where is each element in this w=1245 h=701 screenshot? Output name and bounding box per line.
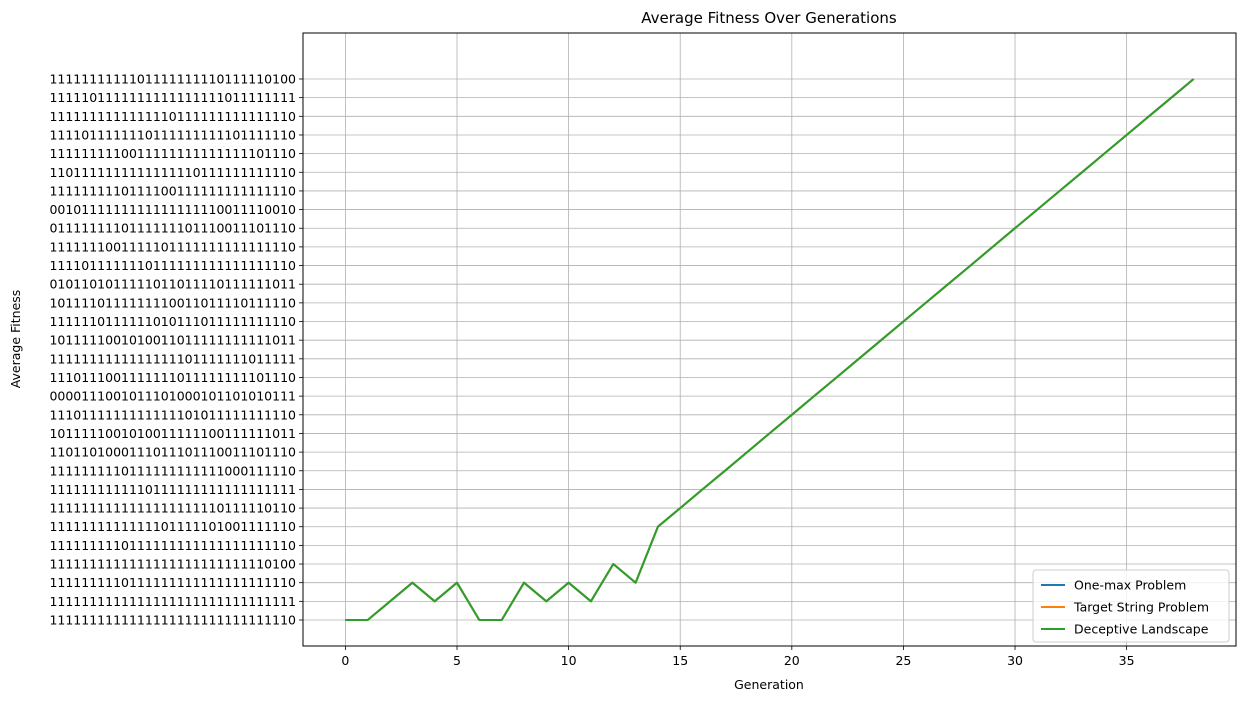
x-axis-ticks: 0 5 10 15 20 25 30 35: [341, 646, 1135, 668]
series-line-deceptive-landscape: [345, 78, 1195, 621]
legend-label-deceptive-landscape: Deceptive Landscape: [1074, 622, 1209, 637]
y-tick-label: 1111111110111111111111111111110: [49, 575, 296, 590]
y-tick-label: 1110111001111111011111111101110: [49, 370, 296, 385]
x-tick-label: 25: [895, 653, 911, 668]
y-tick-label: 1111111111111111111111111111110: [49, 613, 296, 628]
series-line-one-max-problem: [345, 78, 1195, 621]
y-tick-label: 1111111110111100111111111111110: [49, 183, 296, 198]
y-tick-label: 1101111111111111110111111111110: [49, 165, 296, 180]
y-tick-label: 1011111001010011111100111111011: [49, 426, 296, 441]
y-tick-label: 1111101111111111111111011111111: [49, 90, 296, 105]
x-tick-label: 30: [1007, 653, 1023, 668]
y-tick-label: 1111111111110111111111111111111: [49, 482, 296, 497]
y-tick-label: 1011110111111110011011110111110: [49, 295, 296, 310]
y-tick-label: 0010111111111111111110011110010: [49, 202, 296, 217]
x-tick-label: 0: [341, 653, 349, 668]
y-tick-label: 1111111110011111111111111101110: [49, 146, 296, 161]
chart-title: Average Fitness Over Generations: [641, 9, 897, 27]
y-tick-label: 1111111111111111111110111110110: [49, 501, 296, 516]
y-tick-label: 1111110111111010111011111111110: [49, 314, 296, 329]
x-tick-label: 15: [672, 653, 688, 668]
grid-lines: [303, 33, 1236, 646]
y-tick-label: 1111111110111111111111111111110: [49, 538, 296, 553]
y-tick-label: 1111111111111111111111111111111: [49, 594, 296, 609]
series-lines: [345, 78, 1195, 621]
x-tick-label: 10: [561, 653, 577, 668]
y-tick-label: 1110111111111111101011111111110: [49, 407, 296, 422]
y-tick-label: 1011111001010011011111111111011: [49, 333, 296, 348]
plot-frame: [302, 32, 1237, 647]
x-tick-label: 35: [1119, 653, 1135, 668]
x-axis-label: Generation: [734, 677, 804, 692]
y-tick-label: 1111011111110111111111101111110: [49, 127, 296, 142]
y-axis-label: Average Fitness: [8, 290, 23, 389]
y-tick-label: 1111111111111111101111111011111: [49, 351, 296, 366]
legend-box: [1032, 569, 1230, 643]
series-line-target-string-problem: [345, 78, 1195, 621]
y-tick-label: 1101101000111011101110011101110: [49, 445, 296, 460]
y-axis-ticks: 1111111111111111111111111111110 111111111…: [49, 72, 303, 628]
y-tick-label: 1111111111111111111111111110100: [49, 557, 296, 572]
x-tick-label: 20: [784, 653, 800, 668]
y-tick-label: 1111111111111101111101001111110: [49, 519, 296, 534]
y-tick-label: 0111111110111111101110011101110: [49, 221, 296, 236]
y-tick-label: 1111111110111111111111000111110: [49, 463, 296, 478]
legend-label-target-string-problem: Target String Problem: [1073, 600, 1209, 615]
y-tick-label: 1111011111110111111111111111110: [49, 258, 296, 273]
x-tick-label: 5: [453, 653, 461, 668]
legend-label-one-max-problem: One-max Problem: [1074, 578, 1186, 593]
y-tick-label: 0101101011111011011110111111011: [49, 277, 296, 292]
legend: One-max Problem Target String Problem Dece…: [1032, 569, 1230, 643]
y-tick-label: 1111111001111101111111111111110: [49, 239, 296, 254]
y-tick-label: 0000111001011101000101101010111: [49, 389, 296, 404]
y-tick-label: 1111111111111110111111111111110: [49, 109, 296, 124]
y-tick-label: 1111111111101111111110111110100: [49, 72, 296, 87]
